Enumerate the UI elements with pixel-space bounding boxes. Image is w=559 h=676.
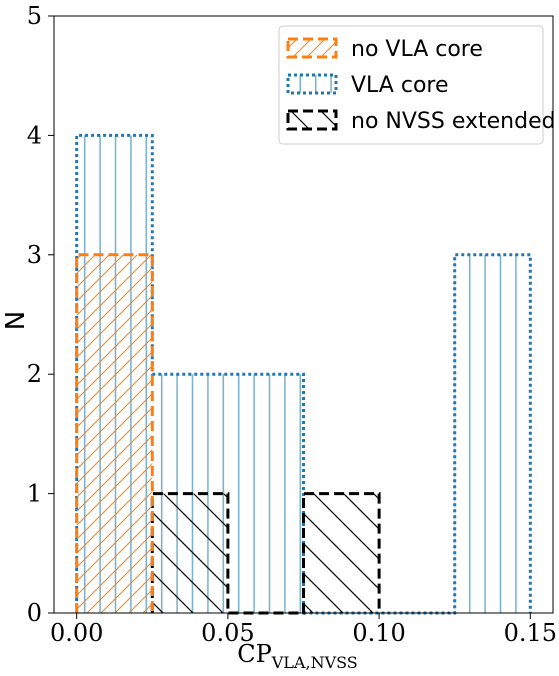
y-tick-label: 2: [27, 360, 42, 388]
series-layer: [75, 133, 532, 615]
legend-label: VLA core: [351, 73, 449, 98]
y-tick-label: 1: [27, 480, 42, 508]
bar-no-vla-core-0: [76, 254, 153, 614]
y-tick-label: 4: [27, 121, 42, 149]
legend-label: no NVSS extended: [351, 109, 556, 134]
y-tick-label: 3: [27, 241, 42, 269]
x-tick-label: 0.00: [50, 619, 103, 647]
x-axis-label: CPVLA,NVSS: [237, 640, 358, 672]
legend-item-vla-core: VLA core: [286, 73, 449, 98]
x-tick-label: 0.05: [201, 619, 254, 647]
plot-frame: [53, 15, 554, 614]
bar-vla-core-2: [227, 374, 304, 613]
legend-item-no-vla-core: no VLA core: [286, 37, 483, 62]
x-axis-label-main: CP: [237, 640, 272, 668]
bar-vla-core-5: [454, 254, 531, 614]
series-no-nvss-extended: [150, 492, 381, 615]
legend-swatch: [286, 37, 338, 59]
bar-no-nvss-extended-3: [303, 493, 380, 613]
x-axis-label-subscript: VLA,NVSS: [271, 653, 358, 672]
x-tick-label: 0.10: [352, 619, 405, 647]
ticks-layer: 0.00 0.05 0.10 0.15 0 1 2 3 4 5: [27, 2, 557, 647]
legend: no VLA core VLA core no NVSS extended: [278, 25, 556, 145]
series-no-vla-core: [75, 253, 154, 614]
legend-box: [278, 25, 544, 145]
y-tick-label: 0: [27, 599, 42, 627]
legend-swatch: [286, 73, 338, 95]
x-tick-label: 0.15: [504, 619, 557, 647]
legend-swatch: [286, 109, 338, 131]
bar-no-nvss-extended-1: [152, 493, 228, 613]
legend-item-no-nvss-extended: no NVSS extended: [286, 109, 556, 134]
y-tick-label: 5: [27, 2, 42, 30]
legend-label: no VLA core: [351, 37, 483, 62]
y-axis-label: N: [1, 311, 31, 330]
outline-no-vla-core: [75, 253, 154, 613]
